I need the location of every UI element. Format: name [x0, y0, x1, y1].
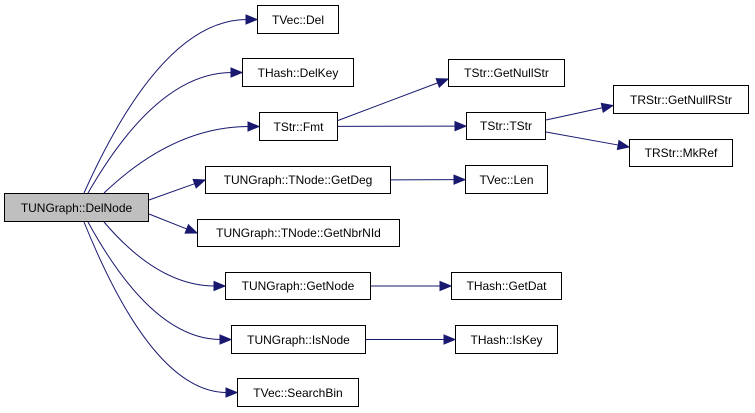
edge-delnode-vecdel	[83, 19, 248, 194]
node-getdeg[interactable]: TUNGraph::TNode::GetDeg	[205, 166, 391, 194]
edge-tstr-mkref	[545, 131, 620, 146]
edge-delnode-getnbrnid	[148, 213, 188, 230]
arrowhead-icon	[247, 121, 261, 132]
arrowhead-icon	[213, 280, 227, 292]
arrowhead-icon	[245, 14, 259, 25]
node-vecdel[interactable]: TVec::Del	[257, 5, 339, 34]
edge-tstr-getnullrstr	[545, 107, 604, 121]
edge-strfmt-getnullstr	[337, 82, 439, 121]
arrowhead-icon	[616, 139, 631, 151]
arrowhead-icon	[439, 280, 453, 292]
arrowhead-icon	[192, 178, 207, 189]
arrowhead-icon	[184, 223, 199, 234]
arrowhead-icon	[453, 174, 467, 185]
arrowhead-icon	[435, 78, 450, 88]
node-isnode[interactable]: TUNGraph::IsNode	[231, 325, 366, 354]
node-veclen[interactable]: TVec::Len	[465, 165, 548, 194]
arrowhead-icon	[454, 120, 468, 132]
node-getdat[interactable]: THash::GetDat	[451, 272, 562, 300]
edge-delnode-getnode	[103, 221, 216, 287]
edge-delnode-isnode	[87, 221, 222, 340]
node-mkref[interactable]: TRStr::MkRef	[629, 139, 733, 167]
node-getnbrnid[interactable]: TUNGraph::TNode::GetNbrNId	[197, 219, 400, 247]
node-getnullstr[interactable]: TStr::GetNullStr	[448, 59, 565, 87]
node-tstr[interactable]: TStr::TStr	[466, 112, 546, 140]
node-getnode[interactable]: TUNGraph::GetNode	[225, 272, 371, 300]
node-getnullrstr[interactable]: TRStr::GetNullRStr	[613, 85, 749, 114]
node-delnode[interactable]: TUNGraph::DelNode	[4, 193, 149, 222]
node-hashdelkey[interactable]: THash::DelKey	[242, 58, 354, 87]
edge-delnode-strfmt	[103, 126, 250, 194]
arrowhead-icon	[600, 102, 615, 114]
node-searchbin[interactable]: TVec::SearchBin	[237, 378, 359, 407]
node-strfmt[interactable]: TStr::Fmt	[259, 112, 338, 141]
arrowhead-icon	[225, 387, 239, 398]
edge-delnode-hashdelkey	[87, 72, 233, 194]
arrowhead-icon	[230, 67, 244, 78]
arrowhead-icon	[443, 334, 457, 345]
arrowhead-icon	[219, 334, 233, 345]
edge-delnode-searchbin	[83, 221, 228, 393]
node-iskey[interactable]: THash::IsKey	[455, 325, 558, 354]
edge-delnode-getdeg	[148, 183, 196, 201]
